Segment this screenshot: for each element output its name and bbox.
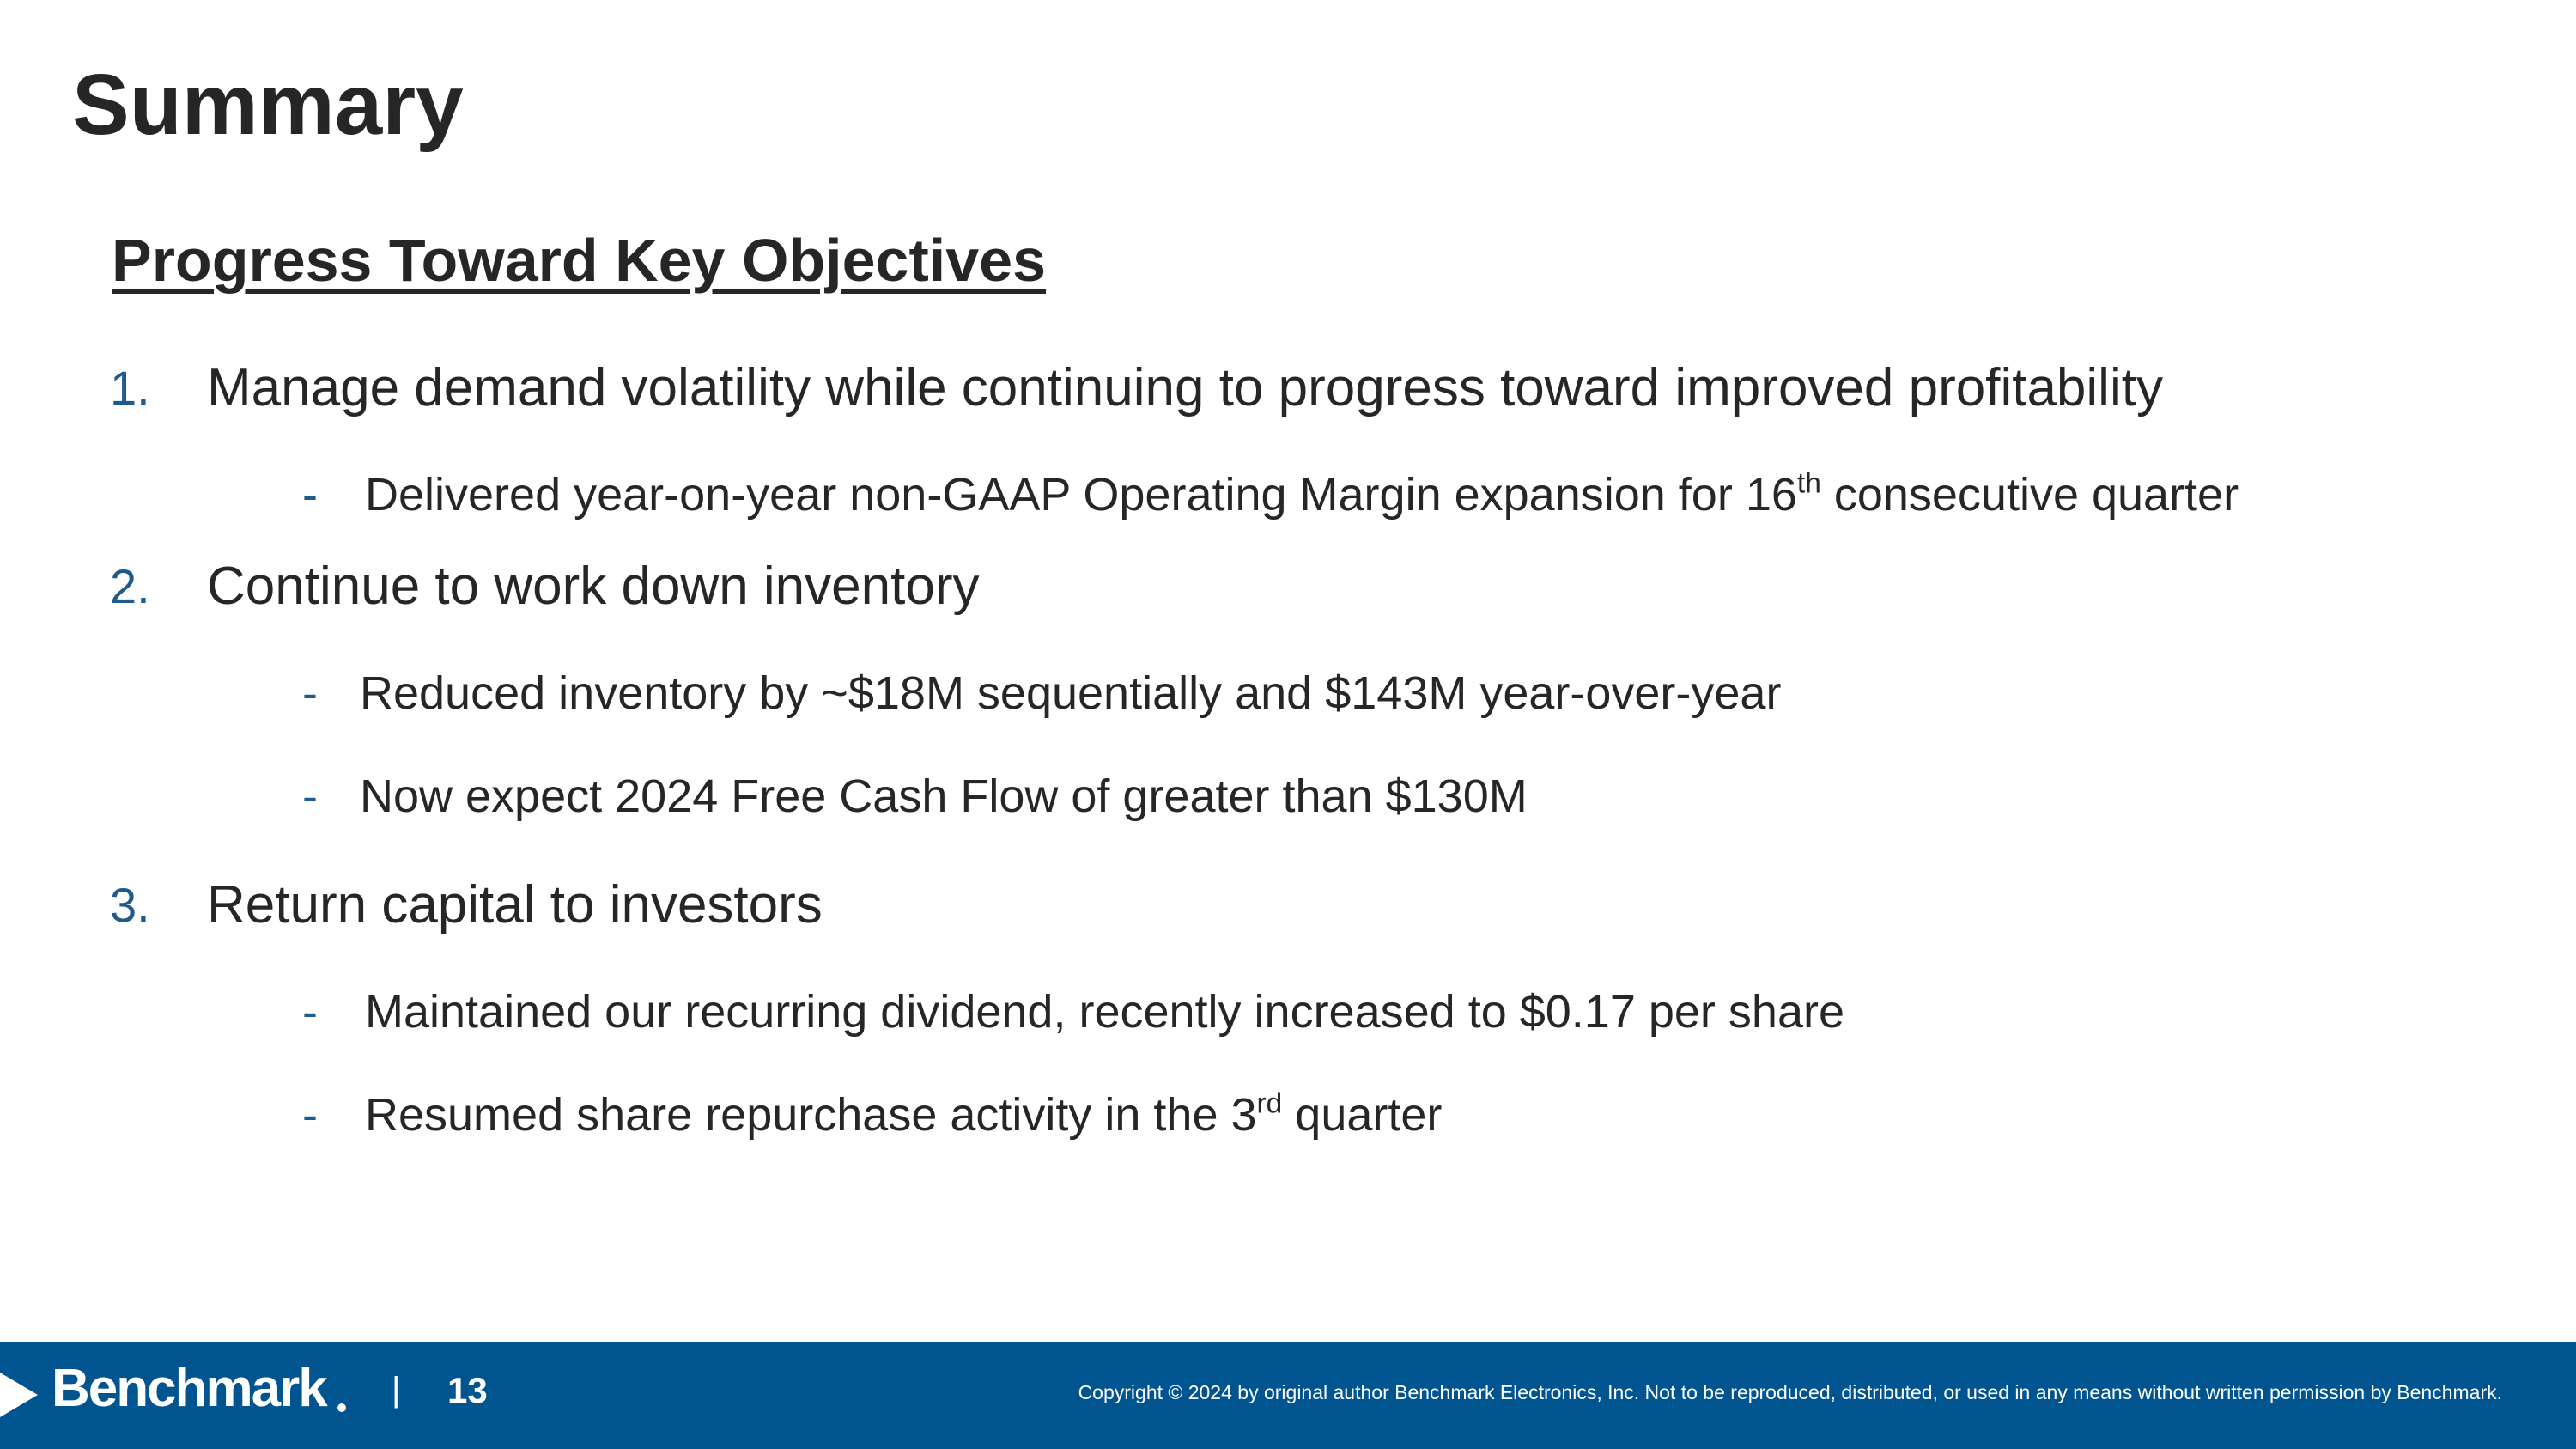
ordinal-suffix: rd [1256, 1087, 1283, 1120]
objective-text: Manage demand volatility while continuin… [207, 358, 2163, 417]
footer-bar: Benchmark | 13 Copyright © 2024 by origi… [0, 1342, 2576, 1449]
logo-arrow-icon [0, 1373, 38, 1417]
bullet-text: Delivered year-on-year non-GAAP Operatin… [365, 465, 2239, 525]
bullet-text-main: Delivered year-on-year non-GAAP Operatin… [365, 469, 1797, 521]
bullet-text-tail: consecutive quarter [1820, 469, 2239, 521]
bullet-text-main: Resumed share repurchase activity in the… [365, 1089, 1257, 1141]
objective-number: 1. [110, 361, 150, 415]
objective-text: Return capital to investors [207, 875, 823, 935]
logo-text: Benchmark [52, 1359, 328, 1418]
copyright-notice: Copyright © 2024 by original author Benc… [1078, 1381, 2502, 1403]
objective-text: Continue to work down inventory [207, 557, 980, 616]
objective-number: 3. [110, 878, 150, 932]
bullet-text: Now expect 2024 Free Cash Flow of greate… [360, 770, 1528, 822]
benchmark-logo: Benchmark [0, 1362, 361, 1424]
bullet-dash: - [302, 667, 318, 719]
bullet-text: Resumed share repurchase activity in the… [365, 1085, 1442, 1145]
bullet-dash: - [302, 469, 318, 521]
bullet-text: Reduced inventory by ~$18M sequentially … [360, 667, 1782, 719]
bullet-text: Maintained our recurring dividend, recen… [365, 986, 1844, 1038]
bullet-dash: - [302, 1089, 318, 1141]
bullet-dash: - [302, 770, 318, 822]
page-number: 13 [447, 1370, 488, 1410]
logo-dot [337, 1403, 346, 1412]
ordinal-suffix: th [1796, 467, 1821, 500]
page-title: Summary [72, 57, 464, 153]
footer-separator: | [392, 1371, 401, 1409]
objective-number: 2. [110, 559, 150, 613]
bullet-dash: - [302, 986, 318, 1038]
section-heading: Progress Toward Key Objectives [112, 227, 1047, 294]
bullet-text-tail: quarter [1282, 1089, 1443, 1141]
